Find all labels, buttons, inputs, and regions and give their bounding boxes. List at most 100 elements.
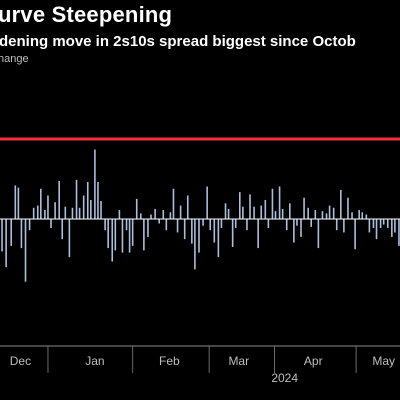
bar-38 [135,198,138,219]
bar-64 [231,219,234,247]
bar-49 [176,219,179,233]
bar-98 [354,219,356,250]
bar-4 [14,185,17,219]
bar-68 [246,219,248,231]
bar-82 [296,219,298,226]
bar-65 [234,219,237,228]
bar-92 [332,207,335,219]
bar-25 [90,199,92,219]
bar-102 [368,219,371,233]
bar-47 [169,212,172,219]
bar-84 [303,197,305,219]
bar-94 [340,189,342,219]
bar-10 [36,205,39,219]
bar-57 [206,186,208,219]
bar-72 [260,205,263,219]
bar-100 [361,212,364,219]
bar-17 [61,219,64,240]
bar-80 [289,203,291,219]
bar-43 [154,208,156,219]
bar-33 [118,210,121,219]
x-tick-label-mar: Mar [228,354,249,368]
x-tick-label-dec: Dec [10,354,31,368]
bar-88 [317,219,320,249]
bar-79 [285,219,288,231]
bar-91 [328,205,331,219]
bar-90 [325,213,328,219]
bar-87 [314,210,317,219]
bar-52 [186,195,189,219]
chart-title: urve Steepening [0,2,173,27]
bar-12 [44,210,46,219]
bar-29 [104,219,106,231]
bar-37 [131,219,134,246]
bar-77 [278,186,281,219]
bar-75 [271,188,274,219]
bar-2 [5,219,7,268]
bar-5 [17,187,20,219]
bar-13 [47,195,49,219]
bar-34 [121,219,124,253]
bar-89 [321,211,324,219]
bar-41 [147,219,149,237]
bar-39 [140,213,142,219]
bar-105 [379,219,382,228]
bar-51 [183,219,186,240]
bar-99 [358,210,360,219]
bar-97 [351,212,353,219]
bar-63 [227,208,230,219]
bar-78 [281,208,284,219]
bar-45 [162,210,165,219]
x-axis: Dec Jan Feb Mar Apr May 2024 [0,345,400,385]
bar-24 [86,182,89,219]
bar-66 [239,192,241,219]
bar-9 [32,207,35,219]
bar-101 [365,214,368,219]
bar-56 [202,219,204,226]
bar-31 [111,219,114,262]
bar-95 [343,219,345,233]
bar-71 [257,219,259,249]
bar-8 [28,219,31,231]
bar-93 [335,219,338,231]
bar-27 [97,182,99,219]
bar-42 [150,214,152,219]
bar-21 [75,179,78,219]
bar-103 [372,219,375,228]
bar-109 [394,219,396,233]
bar-62 [224,203,227,219]
bars-group [1,149,400,282]
bar-28 [100,201,102,219]
bar-22 [78,207,81,219]
bar-11 [40,188,42,219]
bar-110 [398,219,400,246]
bar-40 [143,219,145,251]
bar-30 [107,219,109,249]
bar-26 [94,149,96,219]
bar-60 [217,219,220,258]
bar-61 [220,219,223,228]
bar-108 [391,219,393,237]
bar-58 [209,219,211,231]
bar-59 [213,219,216,243]
bar-50 [179,205,182,219]
bar-46 [165,219,168,231]
x-tick-label-jan: Jan [85,354,104,368]
bar-81 [293,219,295,243]
x-tick-label-apr: Apr [304,354,323,368]
bar-67 [242,206,244,219]
bar-83 [300,219,302,237]
bar-32 [114,219,117,251]
y-axis-label: hange [0,53,29,65]
bar-44 [158,219,160,224]
bar-3 [10,219,13,246]
bar-106 [382,219,385,225]
x-tick-label-feb: Feb [159,354,180,368]
bar-15 [54,202,56,219]
bar-107 [386,219,389,228]
bar-6 [20,219,23,249]
bar-7 [24,219,27,282]
bar-74 [267,219,270,228]
bar-16 [58,180,60,219]
